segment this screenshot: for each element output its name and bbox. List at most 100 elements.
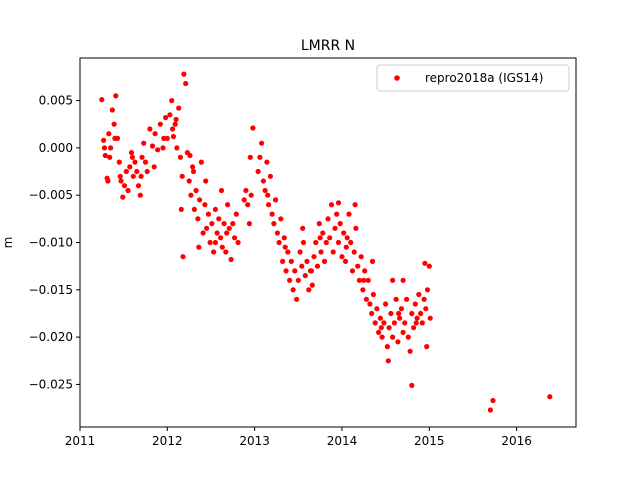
data-point	[142, 159, 149, 165]
data-point	[202, 202, 208, 208]
data-point	[370, 291, 376, 298]
data-point	[374, 306, 380, 312]
data-point	[308, 268, 314, 274]
data-point	[318, 249, 324, 255]
data-point	[214, 230, 220, 236]
data-point	[163, 115, 169, 121]
data-point	[147, 126, 153, 132]
data-point	[235, 239, 241, 246]
x-tick-label: 2016	[501, 434, 532, 448]
x-tick-label: 2014	[327, 434, 358, 448]
y-tick-label: −0.010	[29, 236, 73, 250]
data-point	[416, 291, 422, 298]
data-point	[257, 154, 263, 160]
data-point	[255, 168, 261, 175]
data-point	[300, 239, 307, 246]
data-point	[173, 116, 179, 123]
data-point	[335, 200, 342, 206]
data-point	[107, 154, 113, 160]
data-point	[320, 230, 326, 236]
data-point	[152, 131, 158, 137]
data-point	[212, 206, 218, 212]
data-point	[141, 140, 147, 146]
data-point	[111, 121, 117, 127]
data-point	[247, 154, 253, 160]
data-point	[278, 216, 284, 222]
data-point	[426, 263, 432, 269]
data-point	[193, 187, 199, 194]
data-point	[285, 249, 291, 255]
data-point	[300, 225, 306, 231]
data-point	[325, 216, 331, 222]
data-point	[348, 239, 354, 246]
data-point	[487, 407, 493, 413]
data-point	[243, 187, 249, 194]
data-point	[317, 235, 323, 241]
data-point	[363, 296, 369, 302]
data-point	[169, 98, 175, 104]
data-point	[266, 202, 272, 208]
legend-label: repro2018a (IGS14)	[425, 71, 543, 85]
data-point	[109, 107, 115, 113]
data-point	[221, 221, 227, 227]
data-point	[265, 192, 271, 198]
y-axis-label: m	[1, 237, 15, 249]
data-point	[112, 135, 118, 141]
legend: repro2018a (IGS14)	[376, 64, 570, 92]
data-point	[203, 178, 209, 184]
data-point	[393, 296, 399, 302]
data-point	[151, 164, 157, 170]
data-point	[157, 121, 163, 127]
data-point	[418, 310, 424, 317]
data-point	[218, 235, 224, 241]
data-point	[421, 296, 427, 302]
data-point	[334, 211, 340, 217]
data-point	[224, 230, 230, 236]
data-point	[341, 230, 347, 236]
data-point	[409, 310, 415, 317]
y-tick-label: −0.015	[29, 283, 73, 297]
data-point	[411, 325, 417, 331]
data-point	[316, 221, 322, 227]
data-point	[116, 159, 122, 165]
data-point	[372, 320, 378, 326]
data-point	[339, 254, 345, 260]
data-point	[128, 150, 135, 156]
x-tick-label: 2013	[239, 434, 270, 448]
data-point	[385, 358, 391, 364]
data-point	[349, 268, 356, 274]
data-point	[260, 178, 266, 184]
data-point	[170, 126, 176, 132]
data-point	[144, 168, 150, 175]
x-tick-label: 2015	[414, 434, 445, 448]
data-point	[170, 133, 176, 140]
data-point	[427, 315, 433, 321]
data-point	[160, 145, 166, 151]
data-point	[377, 315, 383, 321]
data-point	[216, 216, 222, 222]
data-point	[297, 249, 303, 255]
data-point	[123, 168, 129, 175]
data-point	[125, 187, 131, 194]
x-tick-label: 2012	[152, 434, 183, 448]
data-point	[248, 192, 254, 198]
x-axis-ticks: 2011 2012 2013 2014 2015 2016	[65, 427, 532, 448]
data-point	[99, 97, 105, 103]
data-point	[400, 329, 406, 335]
data-point	[283, 268, 289, 274]
data-point	[205, 211, 211, 217]
data-point	[241, 197, 247, 203]
data-point	[172, 121, 178, 127]
data-point	[288, 258, 294, 264]
data-point	[174, 145, 180, 151]
data-point	[212, 239, 218, 246]
data-point	[352, 202, 358, 208]
data-point	[384, 344, 390, 350]
data-point	[161, 135, 167, 141]
data-point	[190, 164, 196, 170]
data-point	[299, 263, 305, 269]
y-axis-ticks: 0.005 0.000 −0.005 −0.010 −0.015 −0.020 −0.025	[29, 94, 80, 391]
data-point	[404, 296, 410, 302]
data-point	[424, 344, 430, 350]
data-point	[362, 268, 368, 274]
